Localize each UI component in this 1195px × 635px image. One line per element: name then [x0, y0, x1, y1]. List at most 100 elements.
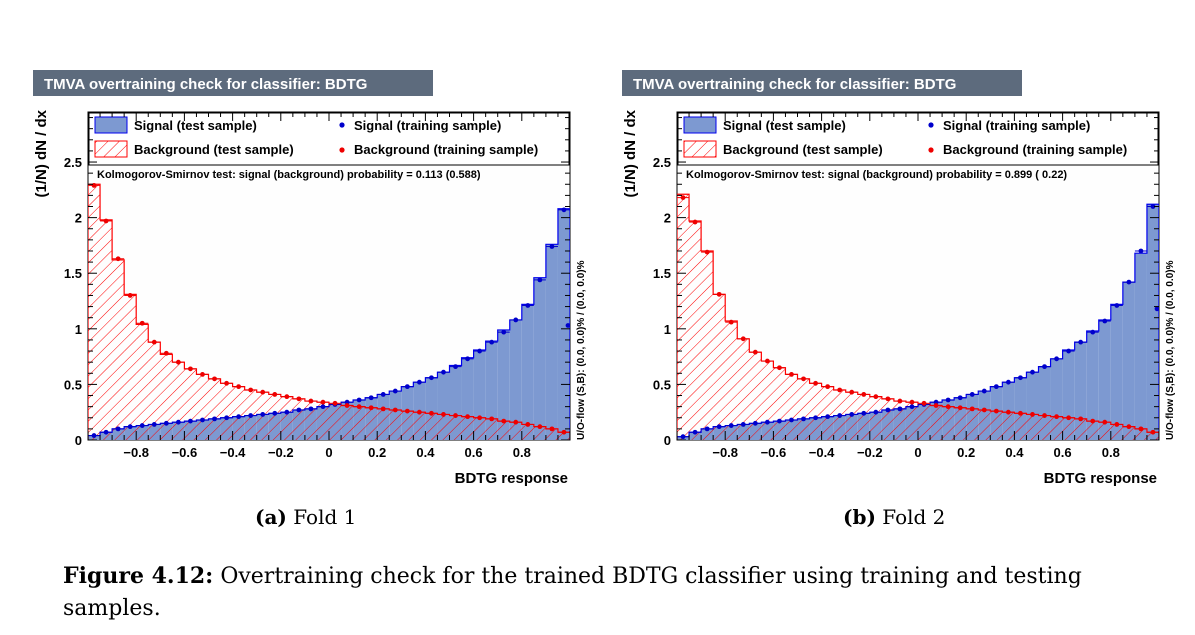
- background-test-bar: [713, 294, 726, 440]
- subcaption-text: Fold 1: [293, 505, 357, 529]
- signal-train-point: [728, 423, 734, 428]
- background-train-point: [957, 405, 963, 411]
- plot-title-box: [622, 70, 1022, 96]
- signal-train-point: [188, 418, 193, 424]
- background-train-point: [163, 350, 169, 356]
- background-train-point: [115, 256, 121, 262]
- background-test-bar: [677, 194, 690, 440]
- signal-train-point: [272, 410, 278, 416]
- background-train-point: [344, 403, 350, 408]
- background-test-bar: [905, 402, 918, 440]
- legend-background-train-label: Background (training sample): [354, 142, 538, 157]
- x-tick-label: −0.6: [172, 445, 198, 460]
- signal-train-point: [1054, 356, 1059, 362]
- background-train-point: [837, 387, 843, 393]
- background-test-bar: [1122, 426, 1135, 440]
- signal-train-point: [212, 416, 217, 422]
- signal-train-point: [392, 388, 398, 394]
- background-train-point: [284, 394, 290, 400]
- background-test-bar: [809, 383, 822, 440]
- background-train-point: [368, 405, 374, 411]
- background-test-bar: [232, 386, 245, 440]
- x-axis-label: BDTG response: [1044, 470, 1157, 487]
- background-train-point: [465, 414, 470, 420]
- y-tick-label: 0.5: [653, 377, 671, 392]
- signal-test-bar: [1134, 253, 1147, 440]
- background-test-bar: [881, 398, 894, 440]
- background-train-point: [561, 429, 567, 435]
- background-test-bar: [425, 413, 438, 440]
- y-tick-label: 2: [75, 211, 82, 226]
- background-train-point: [789, 372, 794, 377]
- plot-title: TMVA overtraining check for classifier: …: [633, 76, 956, 93]
- signal-train-point: [981, 388, 987, 394]
- caption-text: Overtraining check for the trained BDTG …: [63, 564, 1082, 621]
- background-test-bar: [413, 412, 426, 440]
- signal-train-point: [1154, 306, 1159, 312]
- background-test-bar: [857, 394, 870, 440]
- signal-train-point: [692, 429, 698, 435]
- background-test-bar: [761, 361, 774, 440]
- x-axis-label: BDTG response: [455, 470, 568, 487]
- background-test-bar: [461, 416, 474, 440]
- subcaption-label: (a): [255, 505, 287, 529]
- legend-signal-test-swatch: [683, 116, 717, 134]
- signal-train-point: [380, 392, 386, 397]
- background-test-bar: [88, 184, 101, 440]
- signal-test-bar: [497, 329, 510, 440]
- background-test-bar: [773, 367, 786, 440]
- signal-train-point: [1102, 318, 1108, 324]
- background-train-point: [1018, 410, 1023, 416]
- legend-background-train-marker: [339, 147, 345, 153]
- background-test-bar: [1050, 416, 1063, 440]
- signal-test-bar: [485, 341, 498, 440]
- background-train-point: [933, 403, 939, 408]
- y-tick-label: 0: [75, 433, 82, 448]
- background-test-bar: [893, 401, 906, 440]
- x-tick-label: 0.2: [368, 445, 386, 460]
- signal-train-point: [1126, 279, 1132, 285]
- x-tick-label: 0.8: [1102, 445, 1120, 460]
- signal-test-bar: [1110, 304, 1123, 440]
- background-test-bar: [557, 432, 570, 440]
- background-train-point: [801, 376, 806, 382]
- background-test-bar: [184, 368, 197, 440]
- y-axis: 0 0.5 1 1.5 2 2.5: [653, 117, 1159, 448]
- signal-train-point: [825, 414, 831, 420]
- background-train-point: [212, 376, 217, 382]
- background-test-bar: [725, 321, 738, 440]
- background-train-point: [453, 413, 458, 418]
- background-test-bar: [124, 294, 137, 440]
- background-train-point: [151, 339, 157, 345]
- legend-signal-train-label: Signal (training sample): [943, 118, 1090, 133]
- background-train-point: [429, 410, 434, 416]
- background-train-point: [777, 365, 782, 371]
- background-train-point: [740, 336, 746, 342]
- signal-train-point: [513, 317, 519, 323]
- signal-train-point: [537, 277, 543, 283]
- plot-panel-fold-2: TMVA overtraining check for classifier: …: [622, 70, 1176, 487]
- background-train-point: [728, 319, 734, 325]
- signal-train-point: [200, 417, 205, 423]
- background-train-point: [945, 404, 951, 410]
- background-train-point: [716, 291, 722, 297]
- background-test-bar: [497, 421, 510, 440]
- subcaption-b: (b) Fold 2: [843, 505, 945, 529]
- background-test-bar: [437, 414, 450, 440]
- ks-test-text: Kolmogorov-Smirnov test: signal (backgro…: [686, 169, 1067, 181]
- background-test-bar: [365, 407, 378, 440]
- signal-train-point: [1078, 339, 1084, 345]
- legend-background-test-swatch: [683, 140, 717, 158]
- signal-train-point: [1150, 204, 1156, 209]
- background-train-point: [537, 424, 543, 430]
- background-train-point: [296, 396, 302, 402]
- background-test-bar: [1074, 418, 1087, 440]
- signal-test-bar: [533, 277, 546, 440]
- background-test-bar: [701, 250, 714, 440]
- background-train-point: [272, 392, 278, 397]
- background-test-bar: [509, 422, 522, 440]
- background-test-bar: [280, 396, 293, 440]
- x-tick-label: 0.6: [465, 445, 483, 460]
- x-tick-label: −0.4: [220, 445, 246, 460]
